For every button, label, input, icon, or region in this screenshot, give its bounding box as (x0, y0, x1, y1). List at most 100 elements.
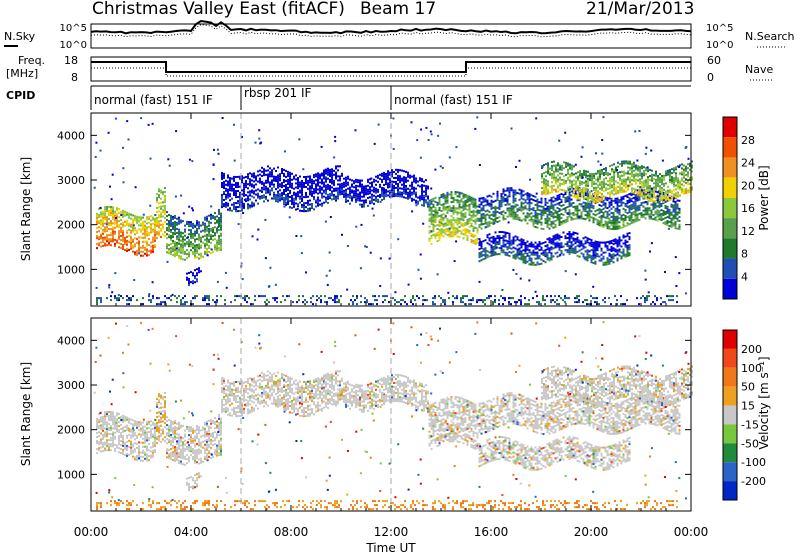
power-cell (114, 216, 116, 219)
power-cell (618, 242, 621, 245)
power-cell (102, 230, 104, 233)
power-cell (225, 189, 227, 192)
power-cell (624, 303, 626, 306)
power-cell (548, 219, 551, 222)
power-cell (659, 179, 661, 182)
power-cell (568, 237, 571, 240)
power-cell (610, 256, 613, 259)
power-cell (649, 179, 651, 182)
power-cell (206, 251, 208, 254)
power-cell (321, 172, 323, 175)
power-cell (590, 243, 593, 246)
power-cell (464, 228, 467, 231)
power-cell (448, 205, 451, 208)
power-cell (654, 210, 657, 213)
power-cell (363, 187, 365, 190)
power-cell (560, 252, 563, 255)
power-cell (391, 189, 393, 192)
power-cell (339, 193, 341, 196)
power-cell (333, 183, 335, 186)
power-cell (397, 185, 399, 188)
power-cell (377, 176, 379, 179)
power-cell (104, 242, 106, 245)
power-cell (423, 198, 425, 201)
power-cell (677, 179, 679, 182)
power-cell (164, 213, 166, 216)
power-cell (558, 244, 561, 247)
power-cell (576, 199, 579, 202)
power-cell (630, 214, 633, 217)
power-cell (261, 188, 263, 191)
power-cell (120, 212, 122, 215)
power-cell (508, 215, 511, 218)
power-cell (679, 180, 681, 183)
power-cell (641, 167, 643, 170)
power-cell (108, 218, 110, 221)
power-cell (355, 194, 357, 197)
power-cell (572, 206, 575, 209)
power-cell (142, 216, 144, 219)
power-cell (474, 200, 477, 203)
power-cell (534, 203, 537, 206)
power-cell (216, 227, 218, 230)
power-cell (492, 240, 495, 243)
power-cell (518, 188, 521, 191)
power-cell (229, 209, 231, 212)
power-cell (577, 175, 579, 178)
power-cell (174, 253, 176, 256)
power-cell (486, 199, 489, 202)
power-cell (470, 210, 473, 213)
power-cell (172, 215, 174, 218)
power-cell (233, 202, 235, 205)
power-cell (311, 190, 313, 193)
power-cell (132, 295, 134, 298)
power-cell (194, 256, 196, 259)
power-cell (172, 234, 174, 237)
power-cell (136, 217, 138, 220)
power-cell (144, 228, 146, 231)
freq-tick-top: 18 (64, 54, 78, 67)
power-cell (504, 239, 507, 242)
power-cell (573, 173, 575, 176)
power-cell (598, 303, 600, 306)
power-cell (568, 193, 571, 196)
power-cell (588, 207, 591, 210)
power-cell (568, 241, 571, 244)
power-cell (100, 299, 102, 302)
power-cell (304, 303, 306, 306)
power-cell (607, 172, 609, 175)
power-cell (541, 187, 543, 190)
power-cell (595, 188, 597, 191)
power-cell (478, 211, 481, 214)
power-cell (460, 198, 463, 201)
power-cell (632, 221, 635, 224)
power-cell (180, 245, 182, 248)
power-cell (504, 231, 507, 234)
power-cell (223, 205, 225, 208)
power-cell (568, 209, 571, 212)
power-cell (194, 244, 196, 247)
power-cell (498, 216, 501, 219)
power-cell (679, 184, 681, 187)
power-cell (472, 197, 475, 200)
power-cell (142, 220, 144, 223)
power-cell (309, 199, 311, 202)
power-cell (592, 256, 595, 259)
power-cell (345, 182, 347, 185)
power-cell (568, 245, 571, 248)
power-cell (614, 219, 617, 222)
power-cell (647, 168, 649, 171)
power-cell (438, 229, 441, 232)
power-cell (563, 175, 565, 178)
power-cell (544, 199, 547, 202)
power-cell (321, 194, 323, 197)
power-cell (496, 206, 499, 209)
power-cell (468, 211, 471, 214)
power-cell (298, 299, 300, 302)
power-cell (536, 301, 538, 304)
power-cell (229, 187, 231, 190)
power-cell (192, 245, 194, 248)
power-cell (452, 205, 455, 208)
power-cell (681, 163, 683, 166)
power-cell (551, 189, 553, 192)
